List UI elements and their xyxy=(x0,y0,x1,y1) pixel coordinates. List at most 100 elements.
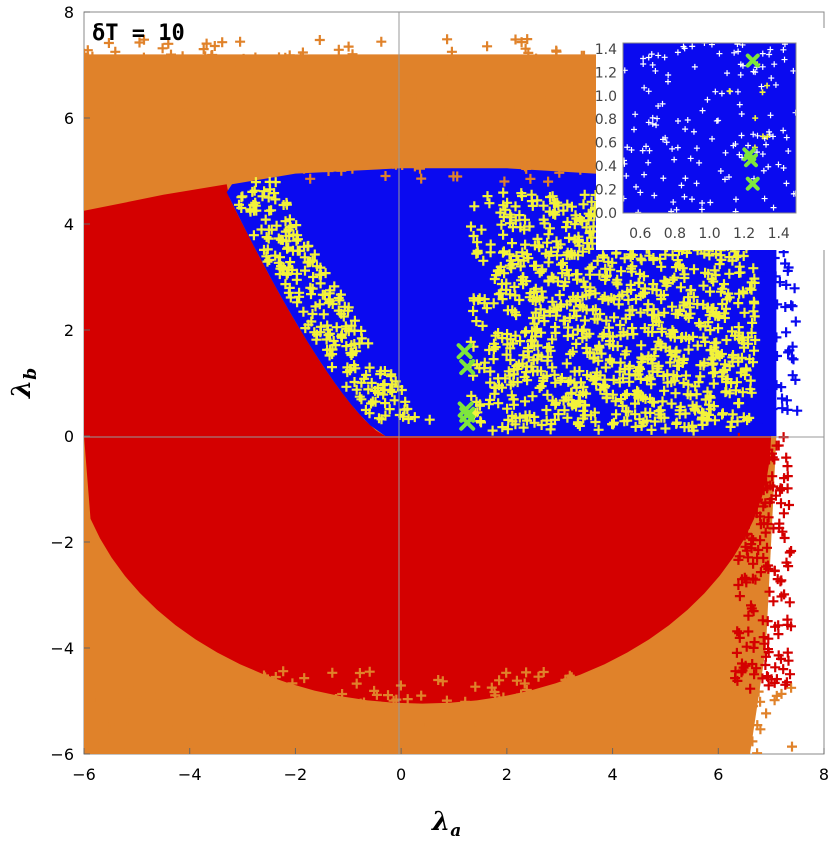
yellow-point xyxy=(468,231,479,241)
inset-gap xyxy=(732,196,739,203)
yellow-point xyxy=(635,253,646,264)
yellow-point xyxy=(572,292,583,303)
yellow-point xyxy=(251,205,262,216)
yellow-point xyxy=(622,415,633,426)
red-point xyxy=(750,574,761,585)
orange-point xyxy=(205,128,216,139)
red-point xyxy=(758,518,769,529)
yellow-point xyxy=(700,336,711,347)
inset-gap xyxy=(632,111,639,118)
yellow-point xyxy=(587,238,598,249)
orange-point xyxy=(515,101,526,112)
orange-point xyxy=(343,41,354,52)
yellow-point xyxy=(739,307,750,318)
inset-gap xyxy=(754,132,761,139)
inset-gap xyxy=(623,172,630,179)
orange-point xyxy=(180,713,191,724)
yellow-point xyxy=(504,249,515,260)
yellow-point xyxy=(625,279,636,290)
inset-gap xyxy=(639,147,646,154)
yellow-point xyxy=(578,405,589,416)
red-point xyxy=(766,494,777,505)
orange-point xyxy=(519,678,530,689)
inset-gap xyxy=(725,174,732,181)
yellow-point xyxy=(396,385,407,395)
inset-gap xyxy=(641,171,648,178)
orange-point xyxy=(487,698,498,709)
orange-point xyxy=(431,80,441,91)
orange-point xyxy=(87,51,98,62)
yellow-point xyxy=(611,409,622,420)
yellow-point xyxy=(510,201,521,212)
inset-gap xyxy=(759,50,766,57)
orange-point xyxy=(512,700,523,711)
yellow-point xyxy=(695,320,706,331)
orange-point xyxy=(294,743,305,754)
inset-gap xyxy=(718,90,725,97)
yellow-point xyxy=(539,316,550,327)
orange-point xyxy=(220,60,231,71)
yellow-point xyxy=(479,357,490,368)
yellow-point xyxy=(561,358,572,369)
orange-point xyxy=(543,160,554,171)
yellow-point xyxy=(542,237,553,248)
orange-point xyxy=(214,681,225,692)
red-point xyxy=(732,467,743,478)
red-point xyxy=(784,547,795,558)
orange-point xyxy=(481,59,492,70)
orange-point xyxy=(362,79,373,90)
inset-gap xyxy=(736,101,743,108)
yellow-point xyxy=(270,194,281,205)
yellow-point xyxy=(504,260,515,271)
inset-gap xyxy=(664,78,671,85)
orange-point xyxy=(305,173,316,184)
yellow-point xyxy=(679,269,690,280)
yellow-point xyxy=(509,364,520,375)
red-point xyxy=(731,647,742,658)
orange-point xyxy=(280,88,291,99)
orange-point xyxy=(245,678,256,689)
yellow-point xyxy=(647,310,658,321)
orange-point xyxy=(347,163,358,174)
yellow-point xyxy=(474,363,485,374)
yellow-point xyxy=(667,250,678,261)
blue-point xyxy=(759,312,770,323)
red-point xyxy=(762,616,773,627)
yellow-point xyxy=(708,358,719,369)
orange-point xyxy=(610,670,621,681)
yellow-point xyxy=(259,244,269,255)
yellow-point xyxy=(677,358,688,368)
yellow-point xyxy=(653,406,664,417)
inset-gap xyxy=(771,61,778,68)
yellow-point xyxy=(542,355,553,366)
red-point xyxy=(782,614,793,625)
yellow-point xyxy=(307,283,318,294)
inset-gap xyxy=(780,46,787,53)
yellow-point xyxy=(250,177,261,188)
yellow-point xyxy=(549,207,560,217)
yellow-point xyxy=(615,320,626,330)
yellow-point xyxy=(607,357,618,368)
yellow-point xyxy=(749,311,760,322)
yellow-point xyxy=(256,224,267,235)
yellow-point xyxy=(538,373,549,384)
yellow-point xyxy=(727,326,737,337)
orange-point xyxy=(282,80,293,90)
orange-point xyxy=(351,678,362,689)
inset-gap xyxy=(759,151,766,158)
red-point xyxy=(783,655,794,666)
yellow-point xyxy=(300,323,311,334)
yellow-point xyxy=(498,229,509,240)
orange-point xyxy=(435,88,446,99)
orange-point xyxy=(581,675,592,686)
red-point xyxy=(764,586,775,597)
red-point xyxy=(762,542,772,553)
yellow-point xyxy=(543,229,554,240)
yellow-point xyxy=(597,294,608,304)
yellow-point xyxy=(374,413,384,424)
red-point xyxy=(751,663,762,674)
inset-y-tick-label: 0.0 xyxy=(595,206,617,222)
yellow-point xyxy=(564,232,574,243)
yellow-point xyxy=(665,357,676,368)
orange-point xyxy=(506,55,517,66)
